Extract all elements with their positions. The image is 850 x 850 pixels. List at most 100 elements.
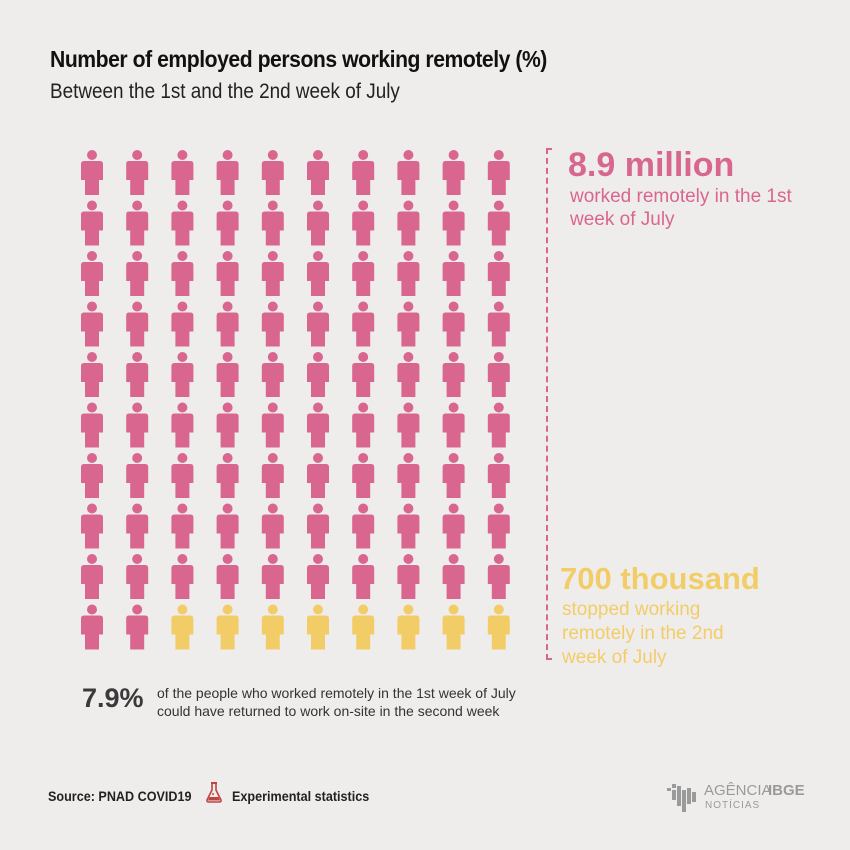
- person-icon-remote: [397, 453, 420, 498]
- person-icon-remote: [216, 503, 239, 549]
- person-icon-remote: [126, 200, 149, 246]
- person-icon-remote: [487, 301, 510, 347]
- person-icon-remote: [171, 503, 194, 549]
- person-icon-remote: [261, 251, 284, 296]
- person-icon-remote: [307, 503, 329, 549]
- person-icon-remote: [261, 352, 284, 397]
- person-icon-remote: [442, 503, 465, 549]
- person-icon-remote: [126, 150, 149, 195]
- person-icon-remote: [261, 150, 284, 195]
- person-icon-remote: [307, 301, 329, 347]
- person-icon-remote: [171, 200, 194, 246]
- person-icon-remote: [442, 554, 465, 599]
- top-annotation-value: 8.9 million: [568, 146, 735, 184]
- experimental-label: Experimental statistics: [232, 788, 370, 804]
- person-icon-remote: [81, 200, 103, 246]
- person-icon-remote: [81, 453, 103, 498]
- person-icon-remote: [216, 200, 239, 246]
- person-icon-remote: [487, 503, 510, 549]
- person-icon-remote: [81, 301, 103, 347]
- summary-percentage: 7.9%: [82, 683, 144, 713]
- person-icon-remote: [352, 453, 375, 498]
- person-icon-remote: [352, 503, 375, 549]
- person-icon-remote: [261, 503, 284, 549]
- person-icon-remote: [442, 150, 465, 195]
- person-icon-remote: [216, 301, 239, 347]
- person-icon-remote: [442, 251, 465, 296]
- person-icon-remote: [216, 150, 239, 195]
- person-icon-remote: [81, 604, 103, 650]
- top-annotation-text: worked remotely in the 1st week of July: [570, 186, 792, 230]
- person-icon-remote: [487, 554, 510, 599]
- person-icon-remote: [216, 453, 239, 498]
- person-icon-remote: [261, 554, 284, 599]
- person-icon-remote: [307, 200, 329, 246]
- person-icon-remote: [171, 453, 194, 498]
- person-icon-remote: [397, 150, 420, 195]
- person-icon-remote: [442, 453, 465, 498]
- person-icon-remote: [261, 402, 284, 448]
- person-icon-remote: [352, 402, 375, 448]
- person-icon-remote: [487, 200, 510, 246]
- person-icon-remote: [442, 200, 465, 246]
- source-label: Source: PNAD COVID19: [48, 788, 192, 804]
- person-icon-remote: [81, 402, 103, 448]
- person-icon-remote: [81, 251, 103, 296]
- person-icon-remote: [216, 402, 239, 448]
- person-icon-remote: [487, 150, 510, 195]
- bracket-line: [546, 148, 552, 660]
- person-icon-remote: [307, 402, 329, 448]
- person-icon-remote: [352, 150, 375, 195]
- person-icon-remote: [442, 301, 465, 347]
- logo-ibge: IBGE: [768, 782, 805, 799]
- person-icon-remote: [307, 251, 329, 296]
- waffle-grid: [81, 150, 510, 650]
- person-icon-stopped: [397, 604, 420, 650]
- person-icon-remote: [397, 402, 420, 448]
- person-icon-remote: [126, 352, 149, 397]
- person-icon-stopped: [352, 604, 375, 650]
- person-icon-remote: [126, 503, 149, 549]
- logo-agencia: AGÊNCIA: [704, 782, 772, 799]
- person-icon-remote: [442, 402, 465, 448]
- person-icon-remote: [126, 402, 149, 448]
- person-icon-remote: [261, 200, 284, 246]
- person-icon-remote: [216, 251, 239, 296]
- person-icon-remote: [171, 554, 194, 599]
- person-icon-remote: [352, 352, 375, 397]
- person-icon-remote: [397, 251, 420, 296]
- person-icon-remote: [307, 554, 329, 599]
- person-icon-remote: [397, 352, 420, 397]
- person-icon-remote: [487, 251, 510, 296]
- person-icon-remote: [307, 453, 329, 498]
- person-icon-remote: [261, 301, 284, 347]
- person-icon-remote: [81, 352, 103, 397]
- person-icon-remote: [81, 150, 103, 195]
- person-icon-remote: [397, 200, 420, 246]
- bracket-tick-bottom: [546, 658, 552, 660]
- person-icon-remote: [81, 503, 103, 549]
- person-icon-remote: [171, 150, 194, 195]
- person-icon-remote: [397, 554, 420, 599]
- person-icon-remote: [487, 453, 510, 498]
- person-icon-stopped: [216, 604, 239, 650]
- person-icon-remote: [126, 604, 149, 650]
- person-icon-remote: [307, 352, 329, 397]
- person-icon-remote: [216, 352, 239, 397]
- logo-noticias: NOTÍCIAS: [705, 800, 761, 811]
- person-icon-remote: [126, 301, 149, 347]
- bottom-annotation-text: stopped working remotely in the 2nd week…: [562, 599, 724, 668]
- person-icon-stopped: [171, 604, 194, 650]
- person-icon-remote: [397, 503, 420, 549]
- person-icon-remote: [487, 402, 510, 448]
- bottom-annotation-value: 700 thousand: [560, 561, 760, 596]
- chart-title: Number of employed persons working remot…: [50, 46, 547, 72]
- person-icon-stopped: [261, 604, 284, 650]
- flask-icon: [206, 782, 222, 803]
- person-icon-remote: [487, 352, 510, 397]
- person-icon-remote: [352, 251, 375, 296]
- person-icon-remote: [126, 251, 149, 296]
- person-icon-remote: [171, 301, 194, 347]
- ibge-logo-icon: [667, 784, 696, 812]
- person-icon-remote: [261, 453, 284, 498]
